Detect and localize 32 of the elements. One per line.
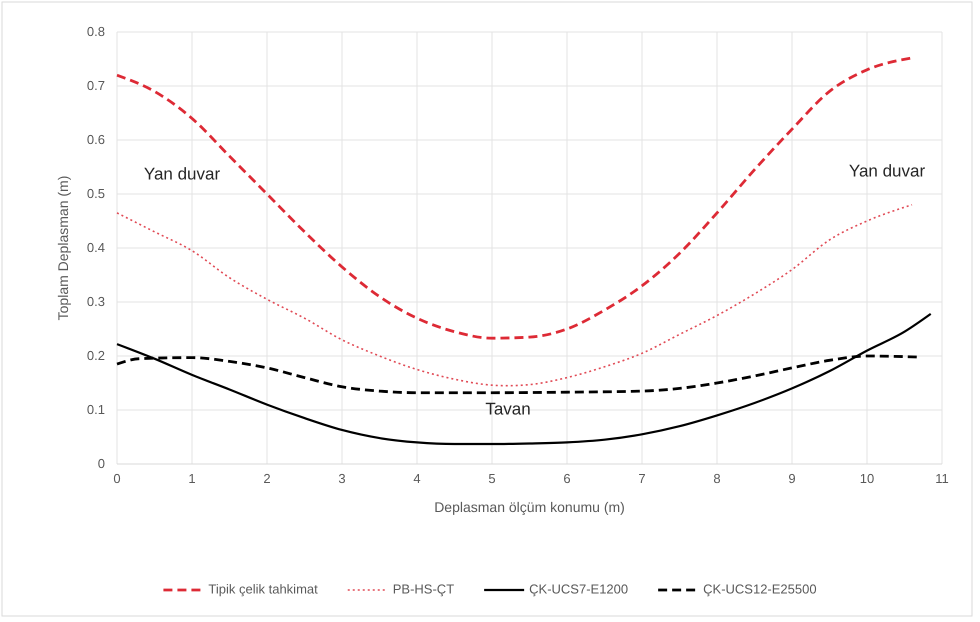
x-tick-label: 2 xyxy=(263,471,271,486)
x-tick-label: 0 xyxy=(113,471,121,486)
y-tick-label: 0.2 xyxy=(86,348,105,364)
y-tick-label: 0.1 xyxy=(86,402,105,418)
legend-label: Tipik çelik tahkimat xyxy=(208,581,318,596)
x-tick-label: 6 xyxy=(563,471,571,486)
legend-label: ÇK-UCS12-E25500 xyxy=(703,581,817,596)
annotation: Yan duvar xyxy=(144,164,220,184)
x-tick-label: 9 xyxy=(788,471,796,486)
legend-label: PB-HS-ÇT xyxy=(392,581,454,596)
x-tick-label: 10 xyxy=(860,471,874,486)
line-series xyxy=(116,312,932,446)
y-tick-label: 0.8 xyxy=(86,24,105,40)
x-tick-label: 3 xyxy=(338,471,346,486)
y-axis-title: Toplam Deplasman (m) xyxy=(55,176,71,320)
x-tick-label: 1 xyxy=(188,471,196,486)
y-tick-label: 0.7 xyxy=(86,78,105,94)
x-tick-label: 11 xyxy=(935,471,949,486)
y-tick-label: 0.5 xyxy=(86,186,105,202)
y-tick-label: 0.6 xyxy=(86,132,105,148)
annotation: Tavan xyxy=(485,399,531,418)
x-tick-label: 8 xyxy=(713,471,721,486)
x-tick-label: 5 xyxy=(488,471,496,486)
annotation: Yan duvar xyxy=(848,161,926,180)
x-tick-label: 4 xyxy=(413,471,421,486)
x-axis-title: Deplasman ölçüm konumu (m) xyxy=(434,499,625,515)
y-tick-label: 0 xyxy=(98,456,105,472)
y-tick-label: 0.3 xyxy=(86,294,105,310)
line-series xyxy=(116,204,913,386)
legend-label: ÇK-UCS7-E1200 xyxy=(529,581,628,596)
x-tick-label: 7 xyxy=(638,471,646,486)
y-tick-label: 0.4 xyxy=(86,240,105,256)
